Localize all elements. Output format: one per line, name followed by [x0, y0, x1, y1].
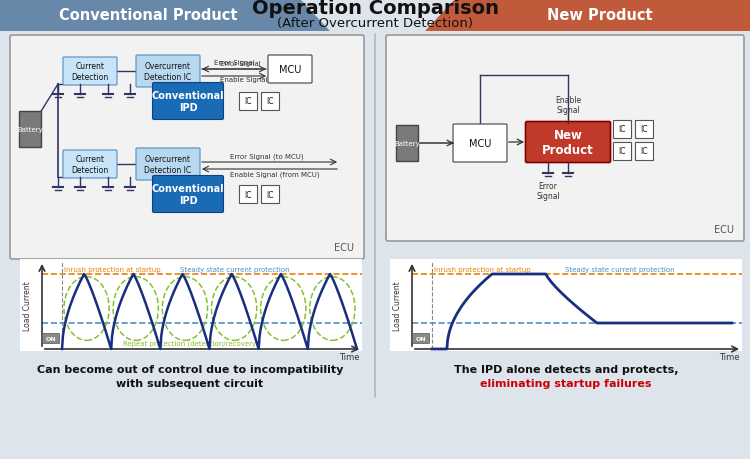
- Bar: [239, 93, 257, 111]
- Text: (After Overcurrent Detection): (After Overcurrent Detection): [277, 17, 473, 30]
- Text: with subsequent circuit: with subsequent circuit: [116, 378, 263, 388]
- Bar: [261, 93, 279, 111]
- FancyBboxPatch shape: [136, 149, 200, 180]
- Text: Current
Detection: Current Detection: [71, 62, 109, 82]
- Text: Error Signal (to MCU): Error Signal (to MCU): [230, 154, 304, 160]
- Text: Load Current: Load Current: [394, 280, 403, 330]
- FancyBboxPatch shape: [43, 334, 59, 344]
- Bar: [390, 259, 742, 351]
- Text: ECU: ECU: [714, 224, 734, 235]
- Text: ECU: ECU: [334, 242, 354, 252]
- Text: Steady state current protection: Steady state current protection: [180, 266, 290, 272]
- Bar: [635, 143, 653, 161]
- Text: Operation Comparison: Operation Comparison: [251, 0, 499, 17]
- Text: ON: ON: [416, 336, 426, 341]
- Text: New Product: New Product: [548, 8, 652, 23]
- Text: Conventional
IPD: Conventional IPD: [152, 184, 224, 205]
- Bar: [635, 121, 653, 139]
- Text: MCU: MCU: [469, 139, 491, 149]
- Text: Battery: Battery: [17, 127, 43, 133]
- Text: IC: IC: [618, 147, 626, 156]
- Text: IC: IC: [244, 190, 252, 199]
- Text: Conventional Product: Conventional Product: [58, 8, 237, 23]
- FancyBboxPatch shape: [10, 36, 364, 259]
- Bar: [613, 143, 631, 161]
- FancyBboxPatch shape: [268, 56, 312, 84]
- Text: IC: IC: [640, 147, 648, 156]
- FancyBboxPatch shape: [152, 176, 224, 213]
- Bar: [19, 112, 41, 148]
- Text: IC: IC: [244, 97, 252, 106]
- Text: Enable
Signal: Enable Signal: [555, 95, 581, 115]
- Bar: [396, 126, 418, 162]
- Bar: [20, 259, 362, 351]
- FancyBboxPatch shape: [63, 58, 117, 86]
- Text: The IPD alone detects and protects,: The IPD alone detects and protects,: [454, 364, 678, 374]
- Text: Enable Signal (from MCU): Enable Signal (from MCU): [230, 171, 320, 177]
- FancyBboxPatch shape: [386, 36, 744, 241]
- Bar: [0, 0, 750, 35]
- Polygon shape: [425, 0, 750, 32]
- Text: Time: Time: [340, 352, 360, 361]
- Text: Steady state current protection: Steady state current protection: [565, 266, 675, 272]
- Bar: [613, 121, 631, 139]
- Text: IC: IC: [266, 97, 274, 106]
- Text: Time: Time: [719, 352, 740, 361]
- Text: Current
Detection: Current Detection: [71, 155, 109, 174]
- Text: eliminating startup failures: eliminating startup failures: [480, 378, 652, 388]
- FancyBboxPatch shape: [526, 122, 610, 163]
- FancyBboxPatch shape: [453, 125, 507, 162]
- Text: Load Current: Load Current: [23, 280, 32, 330]
- FancyBboxPatch shape: [413, 334, 430, 344]
- Bar: [261, 185, 279, 203]
- Text: Error Signal: Error Signal: [214, 60, 254, 66]
- Text: IC: IC: [266, 190, 274, 199]
- Text: Can become out of control due to incompatibility: Can become out of control due to incompa…: [37, 364, 344, 374]
- Polygon shape: [0, 0, 330, 32]
- FancyBboxPatch shape: [152, 84, 224, 120]
- Text: Error
Signal: Error Signal: [536, 182, 560, 201]
- Bar: [239, 185, 257, 203]
- Text: Overcurrent
Detection IC: Overcurrent Detection IC: [145, 62, 191, 82]
- FancyBboxPatch shape: [136, 56, 200, 88]
- Text: Overcurrent
Detection IC: Overcurrent Detection IC: [145, 155, 191, 174]
- Text: ON: ON: [46, 336, 56, 341]
- Text: Inrush protection at startup: Inrush protection at startup: [434, 266, 531, 272]
- Text: Enable Signal: Enable Signal: [220, 77, 268, 83]
- Text: MCU: MCU: [279, 65, 302, 75]
- Text: Inrush protection at startup: Inrush protection at startup: [64, 266, 160, 272]
- Text: IC: IC: [640, 125, 648, 134]
- Text: Repeat protection (detection/recovery): Repeat protection (detection/recovery): [123, 340, 259, 347]
- Text: New
Product: New Product: [542, 129, 594, 157]
- Text: Error Signal: Error Signal: [220, 61, 261, 67]
- Text: IC: IC: [618, 125, 626, 134]
- Text: Conventional
IPD: Conventional IPD: [152, 91, 224, 112]
- FancyBboxPatch shape: [63, 151, 117, 179]
- Text: Battery: Battery: [394, 141, 420, 147]
